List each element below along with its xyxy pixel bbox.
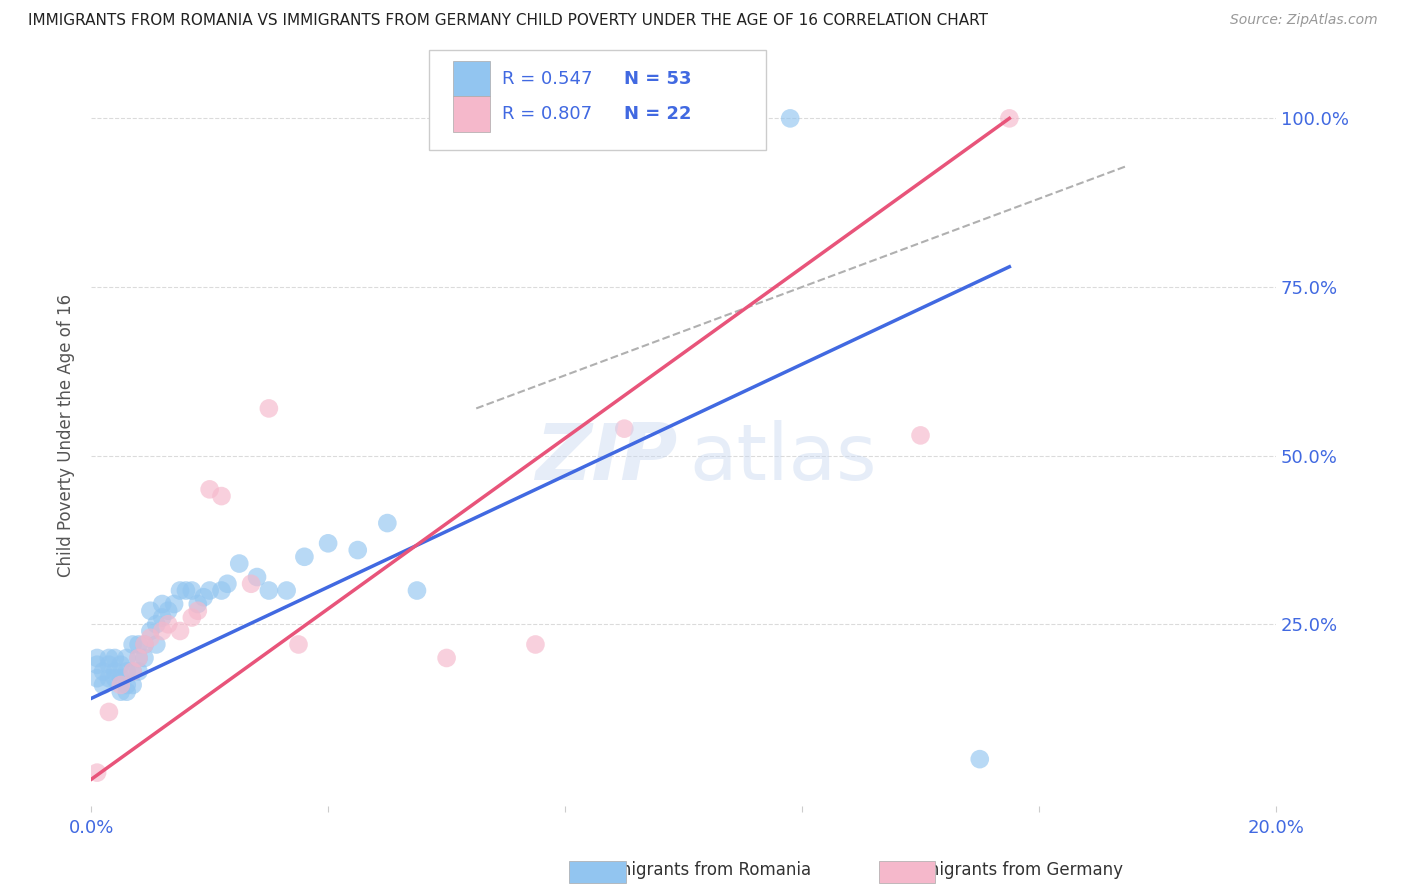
Point bbox=[145, 617, 167, 632]
Point bbox=[436, 651, 458, 665]
Point bbox=[246, 570, 269, 584]
Point bbox=[174, 583, 197, 598]
Point bbox=[169, 624, 191, 638]
Point bbox=[97, 651, 120, 665]
Point bbox=[257, 401, 280, 416]
Point bbox=[86, 671, 108, 685]
Point bbox=[217, 576, 239, 591]
Point bbox=[198, 583, 221, 598]
Text: Source: ZipAtlas.com: Source: ZipAtlas.com bbox=[1230, 13, 1378, 28]
Point bbox=[110, 684, 132, 698]
Point bbox=[257, 583, 280, 598]
Point bbox=[86, 765, 108, 780]
Point bbox=[613, 422, 636, 436]
Point bbox=[346, 543, 368, 558]
Point bbox=[163, 597, 186, 611]
Text: R = 0.547: R = 0.547 bbox=[502, 70, 593, 87]
Text: ZIP: ZIP bbox=[536, 419, 678, 496]
Point bbox=[104, 651, 127, 665]
Point bbox=[139, 624, 162, 638]
Point bbox=[134, 638, 156, 652]
Point bbox=[998, 112, 1021, 126]
Point bbox=[104, 671, 127, 685]
Point bbox=[910, 428, 932, 442]
Point bbox=[110, 671, 132, 685]
Point bbox=[276, 583, 298, 598]
Point bbox=[198, 483, 221, 497]
Point bbox=[86, 657, 108, 672]
Text: Immigrants from Germany: Immigrants from Germany bbox=[901, 861, 1123, 879]
Point bbox=[128, 638, 150, 652]
Point bbox=[180, 583, 202, 598]
Point bbox=[169, 583, 191, 598]
Point bbox=[187, 597, 209, 611]
Point bbox=[134, 651, 156, 665]
Point bbox=[150, 624, 173, 638]
Text: atlas: atlas bbox=[689, 419, 877, 496]
Point bbox=[377, 516, 399, 530]
Point bbox=[128, 665, 150, 679]
Point bbox=[969, 752, 991, 766]
Point bbox=[97, 705, 120, 719]
Point bbox=[91, 678, 114, 692]
Point bbox=[193, 591, 215, 605]
Point bbox=[110, 657, 132, 672]
Point bbox=[316, 536, 339, 550]
Point bbox=[139, 631, 162, 645]
Point bbox=[115, 684, 138, 698]
Point bbox=[187, 604, 209, 618]
Point bbox=[121, 638, 143, 652]
FancyBboxPatch shape bbox=[429, 50, 766, 150]
Point bbox=[157, 604, 180, 618]
Point bbox=[97, 657, 120, 672]
Point bbox=[121, 665, 143, 679]
Point bbox=[91, 665, 114, 679]
Point bbox=[145, 638, 167, 652]
Point bbox=[121, 665, 143, 679]
Y-axis label: Child Poverty Under the Age of 16: Child Poverty Under the Age of 16 bbox=[58, 293, 75, 577]
FancyBboxPatch shape bbox=[453, 96, 491, 132]
Point bbox=[115, 665, 138, 679]
Text: N = 53: N = 53 bbox=[624, 70, 692, 87]
Text: R = 0.807: R = 0.807 bbox=[502, 105, 592, 123]
Point bbox=[115, 651, 138, 665]
FancyBboxPatch shape bbox=[453, 61, 491, 96]
Point bbox=[121, 678, 143, 692]
Point bbox=[180, 610, 202, 624]
Point bbox=[150, 610, 173, 624]
Text: Immigrants from Romania: Immigrants from Romania bbox=[595, 861, 811, 879]
Point bbox=[157, 617, 180, 632]
Point bbox=[240, 576, 263, 591]
Point bbox=[524, 638, 547, 652]
Point bbox=[134, 638, 156, 652]
Point bbox=[150, 597, 173, 611]
Point bbox=[104, 665, 127, 679]
Point bbox=[128, 651, 150, 665]
Point bbox=[115, 678, 138, 692]
Text: IMMIGRANTS FROM ROMANIA VS IMMIGRANTS FROM GERMANY CHILD POVERTY UNDER THE AGE O: IMMIGRANTS FROM ROMANIA VS IMMIGRANTS FR… bbox=[28, 13, 988, 29]
Point bbox=[139, 604, 162, 618]
Point bbox=[211, 489, 233, 503]
Point bbox=[128, 651, 150, 665]
Point bbox=[294, 549, 316, 564]
Point bbox=[779, 112, 801, 126]
Point bbox=[86, 651, 108, 665]
Point bbox=[211, 583, 233, 598]
Text: N = 22: N = 22 bbox=[624, 105, 692, 123]
Point bbox=[406, 583, 429, 598]
Point bbox=[110, 678, 132, 692]
Point bbox=[228, 557, 250, 571]
Point bbox=[97, 671, 120, 685]
Point bbox=[287, 638, 309, 652]
